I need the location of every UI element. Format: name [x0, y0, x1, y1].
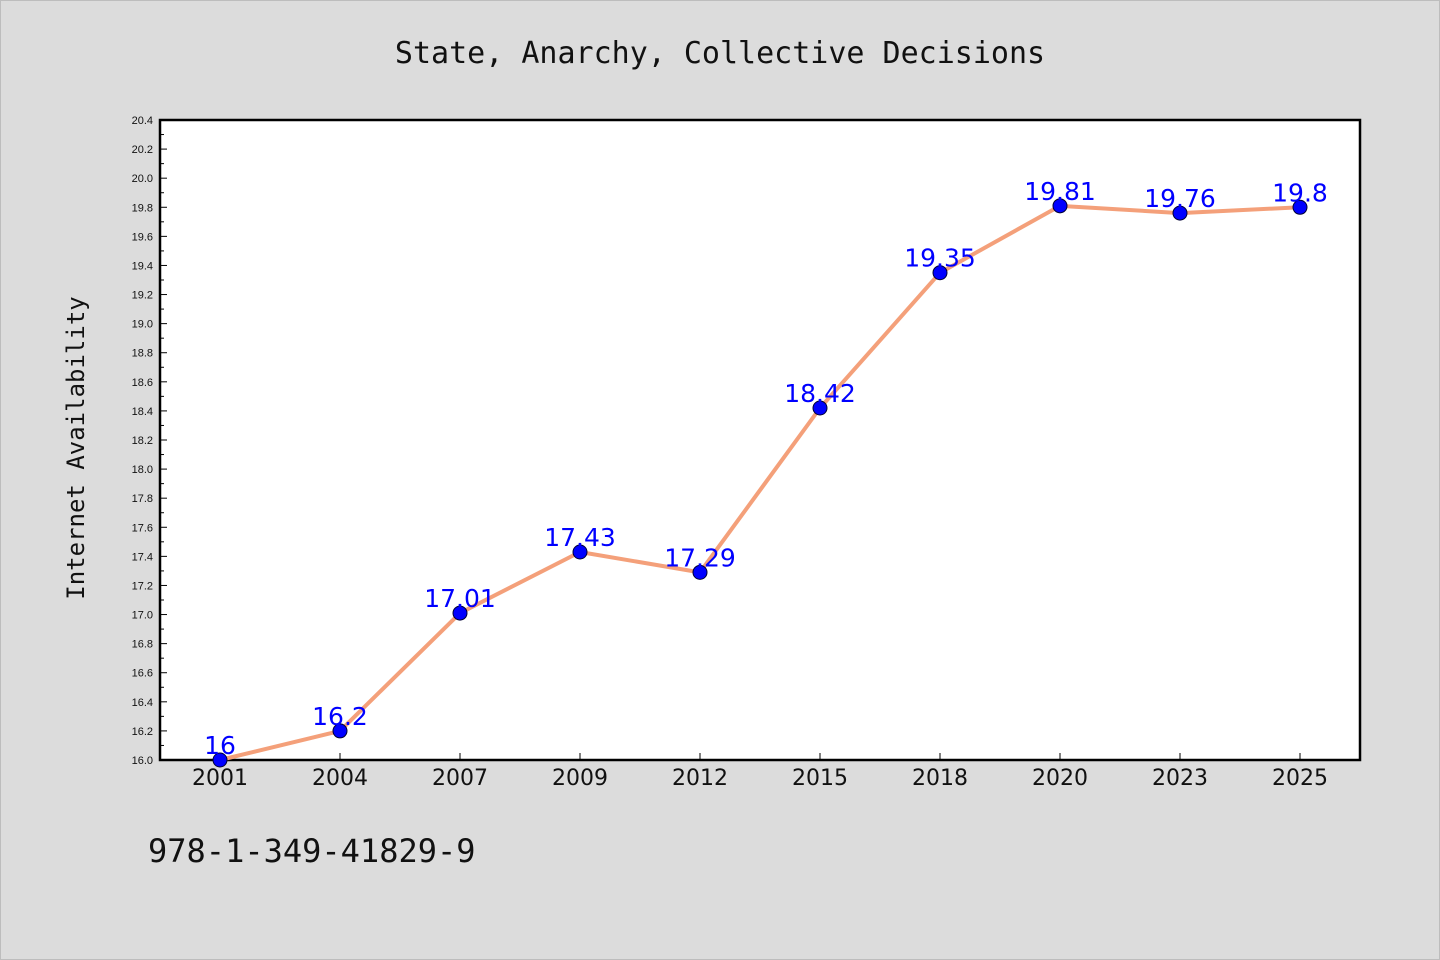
data-label: 19.8: [1272, 178, 1328, 207]
x-tick-label: 2009: [552, 766, 608, 791]
series-line: [219, 203, 1301, 762]
y-tick-label: 17.0: [132, 610, 153, 622]
y-tick-label: 16.2: [132, 726, 153, 738]
y-tick-label: 18.8: [132, 348, 153, 360]
y-tick-label: 17.2: [132, 580, 153, 592]
data-label: 17.29: [664, 543, 736, 572]
data-point: [332, 723, 348, 739]
y-tick-label: 19.0: [132, 319, 153, 331]
plot-area: [158, 118, 1362, 762]
y-tick-label: 20.0: [132, 173, 153, 185]
x-tick-label: 2004: [312, 766, 368, 791]
y-tick-label: 17.8: [132, 493, 153, 505]
y-tick-label: 16.4: [132, 697, 153, 709]
y-tick-label: 19.2: [132, 290, 153, 302]
y-tick-label: 18.0: [132, 464, 153, 476]
data-label: 19.76: [1144, 184, 1216, 213]
data-point: [1052, 198, 1068, 214]
y-tick-label: 18.4: [132, 406, 153, 418]
x-tick-label: 2012: [672, 766, 728, 791]
data-point: [932, 265, 948, 281]
data-point: [1172, 205, 1188, 221]
x-tick-label: 2001: [192, 766, 248, 791]
x-tick-label: 2023: [1152, 766, 1208, 791]
data-labels: 16 16.2 17.01 17.43 17.29 18.42 19.35 19.81 19.7…: [204, 177, 1328, 760]
data-label: 19.81: [1024, 177, 1096, 206]
x-tick-label: 2020: [1032, 766, 1088, 791]
data-point: [212, 752, 228, 768]
data-label: 16.2: [312, 702, 368, 731]
data-point: [1292, 199, 1308, 215]
data-label: 18.42: [784, 379, 856, 408]
y-tick-label: 18.2: [132, 435, 153, 447]
x-axis: 2001 2004 2007 2009 2012 2015 2018 2020 2023 2025: [192, 753, 1328, 791]
y-tick-label: 17.6: [132, 522, 153, 534]
data-label: 17.43: [544, 523, 616, 552]
x-tick-label: 2007: [432, 766, 488, 791]
x-tick-label: 2018: [912, 766, 968, 791]
data-series: [212, 198, 1308, 768]
y-tick-label: 17.4: [132, 551, 153, 563]
y-tick-label: 16.0: [132, 755, 153, 767]
x-tick-label: 2015: [792, 766, 848, 791]
data-point: [572, 544, 588, 560]
y-axis-label: Internet Availability: [62, 296, 90, 599]
data-label: 19.35: [904, 244, 976, 273]
chart-title: State, Anarchy, Collective Decisions: [395, 36, 1045, 71]
y-axis: 16.0 16.2 16.4 16.6 16.8 17.0 17.2 17.4 17.6 17.8…: [132, 115, 167, 767]
isbn-text: 978-1-349-41829-9: [148, 832, 476, 870]
y-tick-label: 16.8: [132, 639, 153, 651]
data-point: [452, 605, 468, 621]
y-tick-label: 19.4: [132, 260, 153, 272]
y-tick-label: 16.6: [132, 668, 153, 680]
y-tick-label: 20.4: [132, 115, 153, 127]
y-tick-label: 18.6: [132, 377, 153, 389]
y-tick-label: 19.6: [132, 231, 153, 243]
data-label: 17.01: [424, 584, 496, 613]
x-tick-label: 2025: [1272, 766, 1328, 791]
data-point: [812, 400, 828, 416]
y-tick-label: 20.2: [132, 144, 153, 156]
y-tick-label: 19.8: [132, 202, 153, 214]
data-label: 16: [204, 731, 236, 760]
data-point: [692, 564, 708, 580]
